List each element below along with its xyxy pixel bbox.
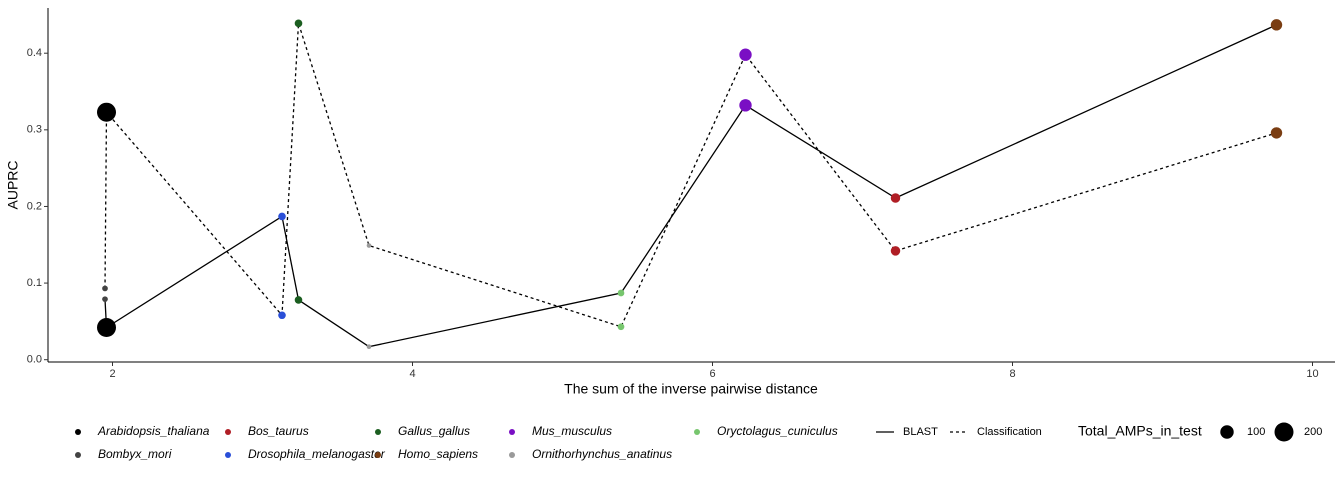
y-tick-label: 0.2 — [27, 200, 42, 212]
y-tick-label: 0.0 — [27, 354, 42, 366]
point — [617, 323, 625, 331]
legend-label: Ornithorhynchus_anatinus — [532, 447, 672, 461]
point — [739, 48, 752, 61]
series-line — [104, 23, 1277, 328]
point — [278, 212, 286, 221]
point — [366, 243, 372, 248]
size-legend-title: Total_AMPs_in_test — [1078, 423, 1202, 439]
legend-swatch — [375, 429, 381, 435]
point — [739, 99, 752, 112]
y-tick-label: 0.4 — [27, 47, 42, 59]
legend-label: Bos_taurus — [248, 424, 309, 438]
legend-swatch — [694, 429, 700, 435]
point — [366, 344, 372, 350]
x-tick-label: 10 — [1306, 368, 1318, 380]
x-tick-label: 2 — [109, 368, 115, 380]
legend-swatch — [75, 429, 81, 435]
legend-swatch — [75, 452, 81, 458]
point — [97, 102, 116, 122]
point — [294, 19, 303, 28]
legend-label: Oryctolagus_cuniculus — [717, 424, 838, 438]
legend-swatch — [509, 452, 515, 458]
legend-label: Mus_musculus — [532, 424, 612, 438]
point — [278, 311, 286, 320]
point — [294, 296, 303, 304]
legend-label: 100 — [1247, 426, 1265, 438]
x-tick-label: 8 — [1009, 368, 1015, 380]
x-tick-label: 6 — [709, 368, 715, 380]
legend-swatch — [375, 452, 381, 458]
point — [102, 296, 108, 303]
x-tick-label: 4 — [409, 368, 415, 380]
legend-label: Arabidopsis_thaliana — [97, 424, 210, 438]
legend-label: Gallus_gallus — [398, 424, 470, 438]
x-axis-title: The sum of the inverse pairwise distance — [564, 381, 818, 397]
series-line — [104, 24, 1277, 348]
size-legend-swatch — [1220, 425, 1234, 439]
y-axis-title: AUPRC — [5, 160, 21, 209]
legend-label: Classification — [977, 426, 1042, 438]
y-tick-label: 0.3 — [27, 124, 42, 136]
legend-label: Drosophila_melanogaster — [248, 447, 386, 461]
point — [617, 289, 625, 297]
legend-swatch — [509, 429, 515, 435]
point — [1270, 127, 1283, 139]
point — [102, 285, 108, 292]
point — [890, 193, 901, 203]
legend-swatch — [225, 452, 231, 458]
point — [890, 246, 901, 256]
point — [1270, 19, 1283, 31]
size-legend-swatch — [1274, 422, 1294, 442]
point — [97, 318, 116, 338]
legend-label: Homo_sapiens — [398, 447, 478, 461]
legend-label: Bombyx_mori — [98, 447, 172, 461]
legend-label: BLAST — [903, 426, 938, 438]
legend-swatch — [225, 429, 231, 435]
y-tick-label: 0.1 — [27, 277, 42, 289]
legend-label: 200 — [1304, 426, 1322, 438]
